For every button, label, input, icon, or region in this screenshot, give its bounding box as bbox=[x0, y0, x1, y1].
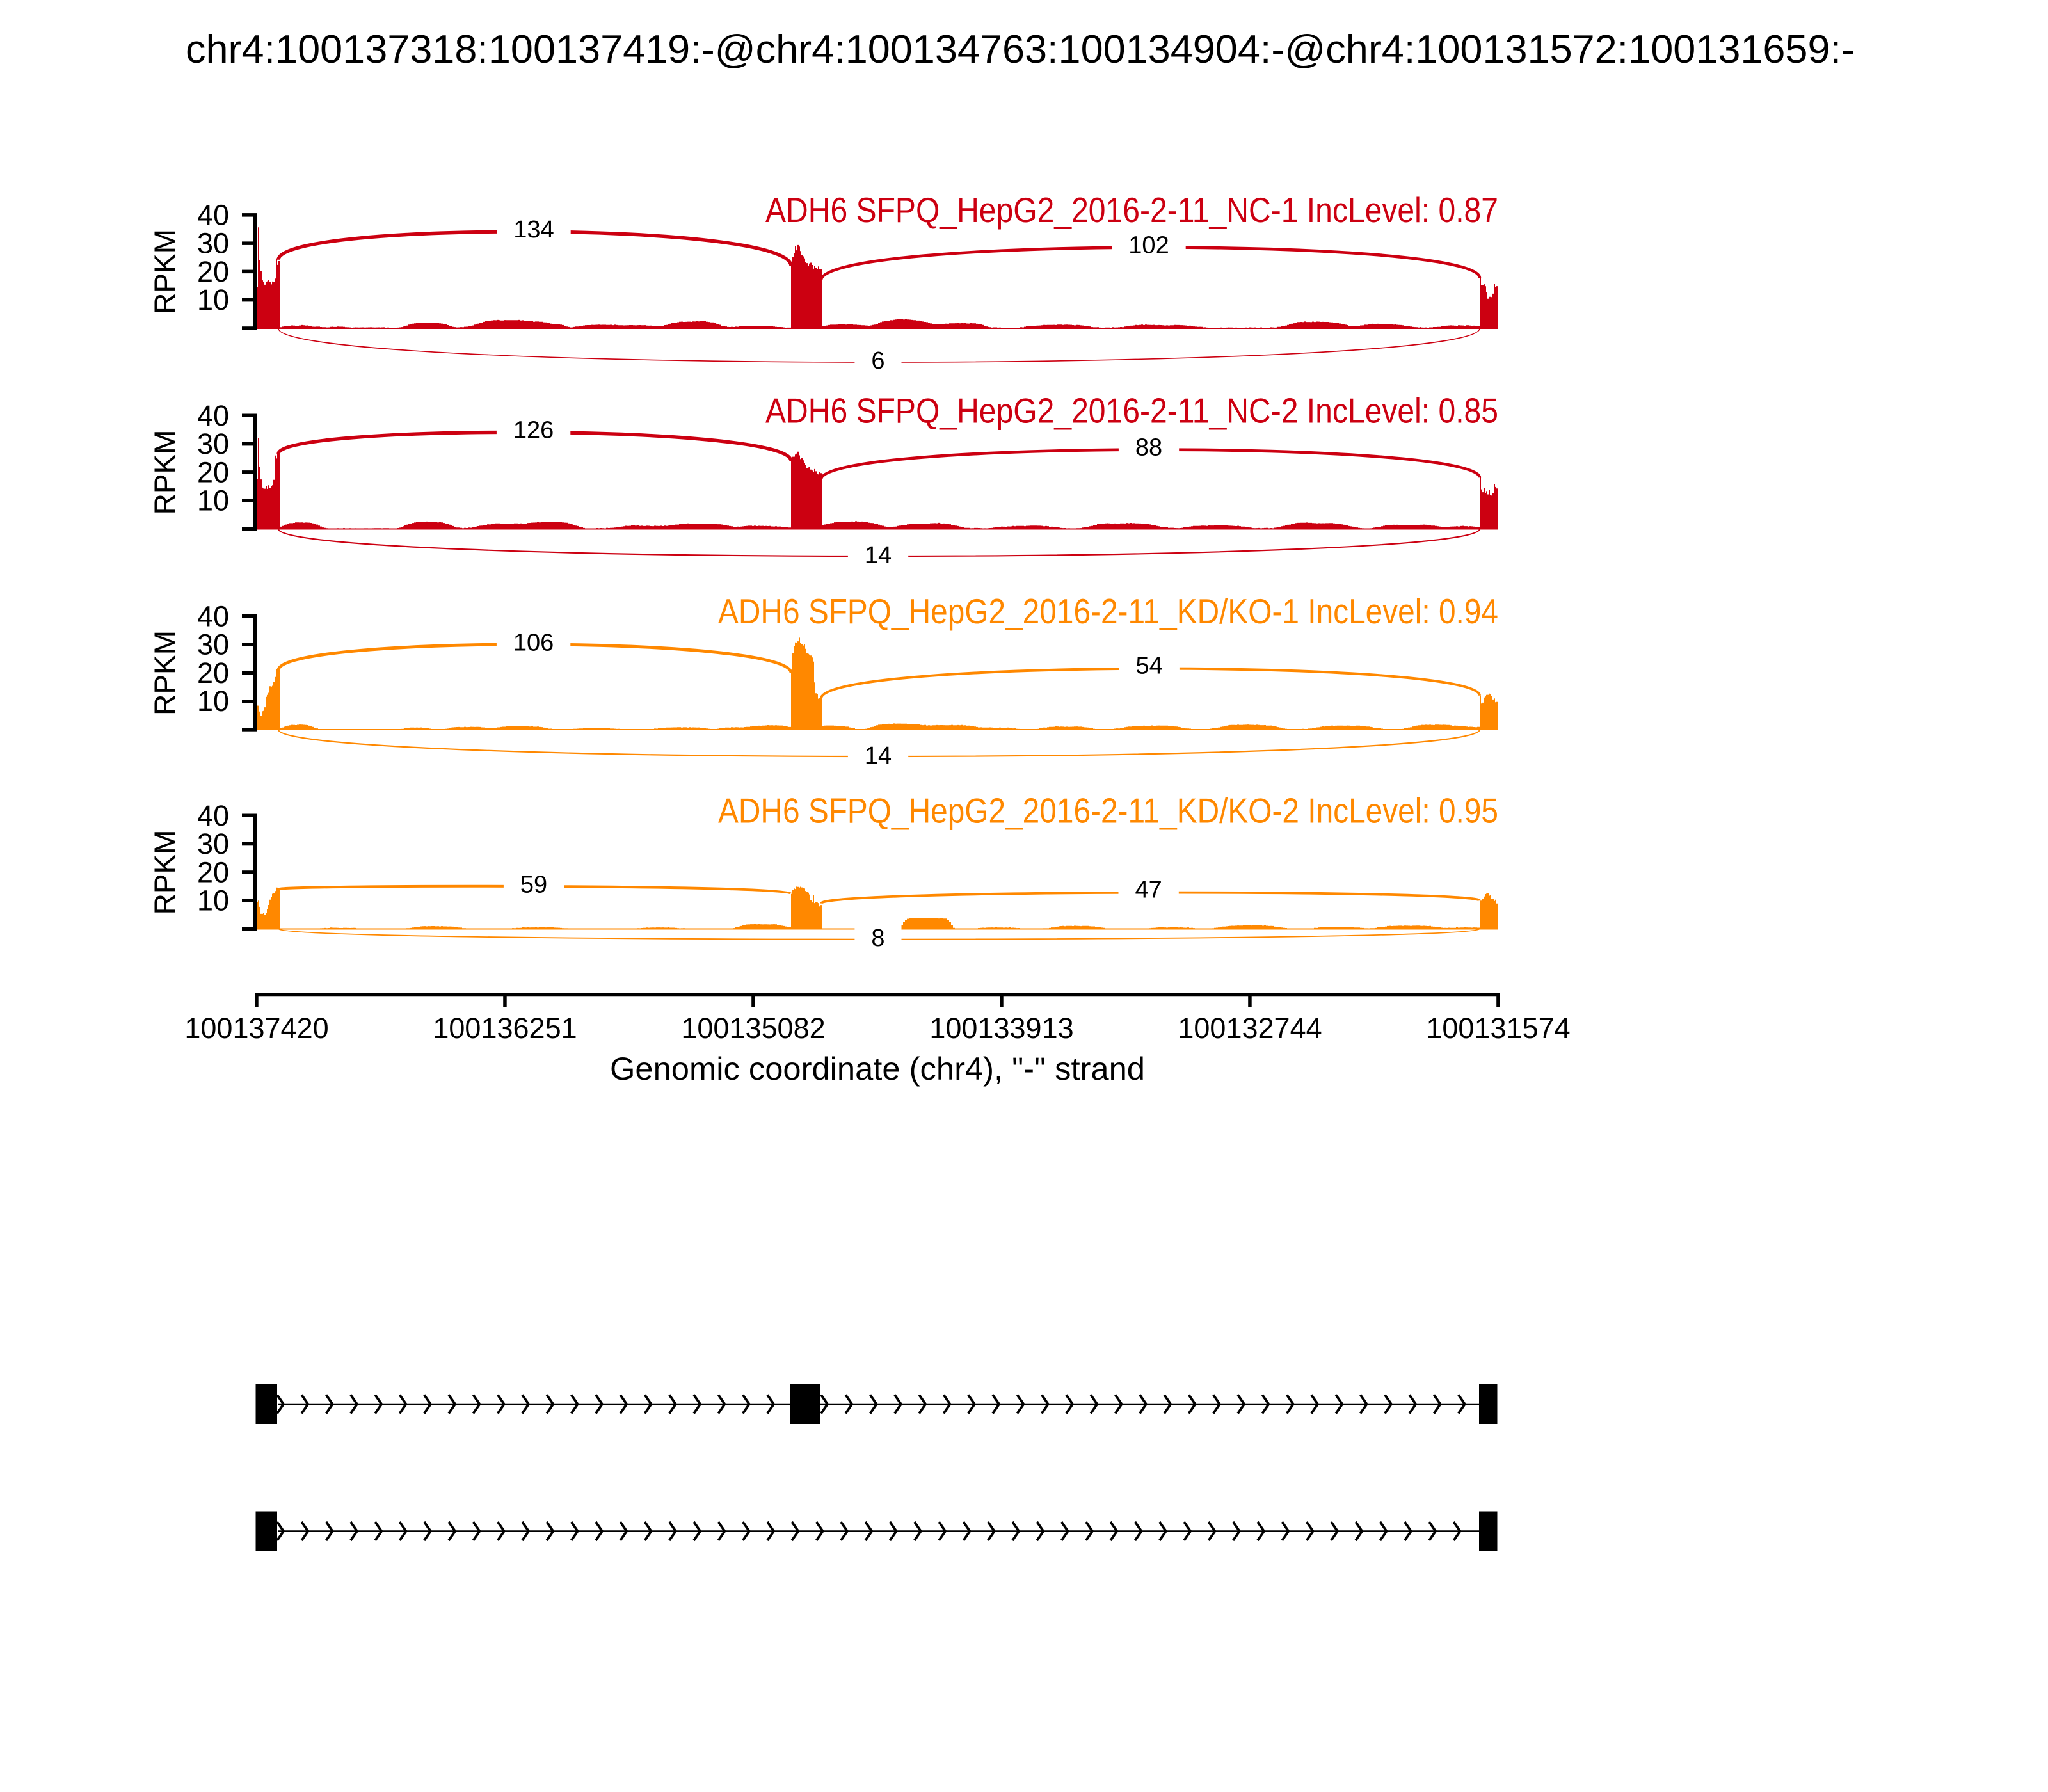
svg-text:ADH6 SFPQ_HepG2_2016-2-11_KD/K: ADH6 SFPQ_HepG2_2016-2-11_KD/KO-2 IncLev… bbox=[718, 791, 1498, 831]
svg-text:30: 30 bbox=[197, 828, 229, 860]
svg-text:Genomic coordinate (chr4), "-": Genomic coordinate (chr4), "-" strand bbox=[610, 1051, 1145, 1087]
svg-text:47: 47 bbox=[1135, 877, 1162, 904]
svg-text:RPKM: RPKM bbox=[148, 229, 182, 314]
svg-text:30: 30 bbox=[197, 428, 229, 460]
svg-text:ADH6 SFPQ_HepG2_2016-2-11_NC-2: ADH6 SFPQ_HepG2_2016-2-11_NC-2 IncLevel:… bbox=[765, 391, 1498, 431]
svg-text:20: 20 bbox=[197, 456, 229, 488]
svg-text:100135082: 100135082 bbox=[681, 1012, 825, 1044]
svg-text:126: 126 bbox=[513, 417, 554, 444]
svg-text:20: 20 bbox=[197, 856, 229, 888]
svg-text:8: 8 bbox=[871, 925, 884, 952]
svg-text:102: 102 bbox=[1128, 232, 1169, 259]
svg-text:40: 40 bbox=[197, 198, 229, 231]
svg-text:chr4:100137318:100137419:-@chr: chr4:100137318:100137419:-@chr4:10013476… bbox=[186, 28, 1855, 72]
svg-text:106: 106 bbox=[513, 630, 554, 657]
svg-text:100132744: 100132744 bbox=[1178, 1012, 1322, 1044]
svg-text:20: 20 bbox=[197, 255, 229, 288]
svg-text:10: 10 bbox=[197, 484, 229, 517]
svg-text:88: 88 bbox=[1135, 435, 1162, 461]
svg-text:54: 54 bbox=[1136, 653, 1163, 680]
svg-text:RPKM: RPKM bbox=[148, 829, 182, 915]
svg-text:14: 14 bbox=[865, 742, 892, 769]
svg-text:RPKM: RPKM bbox=[148, 429, 182, 515]
svg-text:100131574: 100131574 bbox=[1426, 1012, 1570, 1044]
svg-text:100133913: 100133913 bbox=[929, 1012, 1073, 1044]
svg-text:100137420: 100137420 bbox=[184, 1012, 328, 1044]
svg-text:59: 59 bbox=[520, 872, 547, 899]
svg-text:20: 20 bbox=[197, 657, 229, 689]
svg-text:10: 10 bbox=[197, 884, 229, 917]
svg-text:100136251: 100136251 bbox=[433, 1012, 577, 1044]
svg-text:14: 14 bbox=[865, 542, 892, 569]
svg-text:6: 6 bbox=[871, 348, 884, 374]
svg-text:40: 40 bbox=[197, 799, 229, 832]
svg-text:30: 30 bbox=[197, 227, 229, 260]
svg-text:RPKM: RPKM bbox=[148, 630, 182, 716]
svg-text:ADH6 SFPQ_HepG2_2016-2-11_KD/K: ADH6 SFPQ_HepG2_2016-2-11_KD/KO-1 IncLev… bbox=[718, 591, 1498, 631]
svg-text:40: 40 bbox=[197, 600, 229, 632]
svg-text:30: 30 bbox=[197, 628, 229, 661]
svg-text:134: 134 bbox=[513, 216, 554, 243]
svg-text:10: 10 bbox=[197, 685, 229, 717]
svg-text:40: 40 bbox=[197, 399, 229, 432]
svg-text:10: 10 bbox=[197, 284, 229, 316]
svg-text:ADH6 SFPQ_HepG2_2016-2-11_NC-1: ADH6 SFPQ_HepG2_2016-2-11_NC-1 IncLevel:… bbox=[765, 190, 1498, 230]
